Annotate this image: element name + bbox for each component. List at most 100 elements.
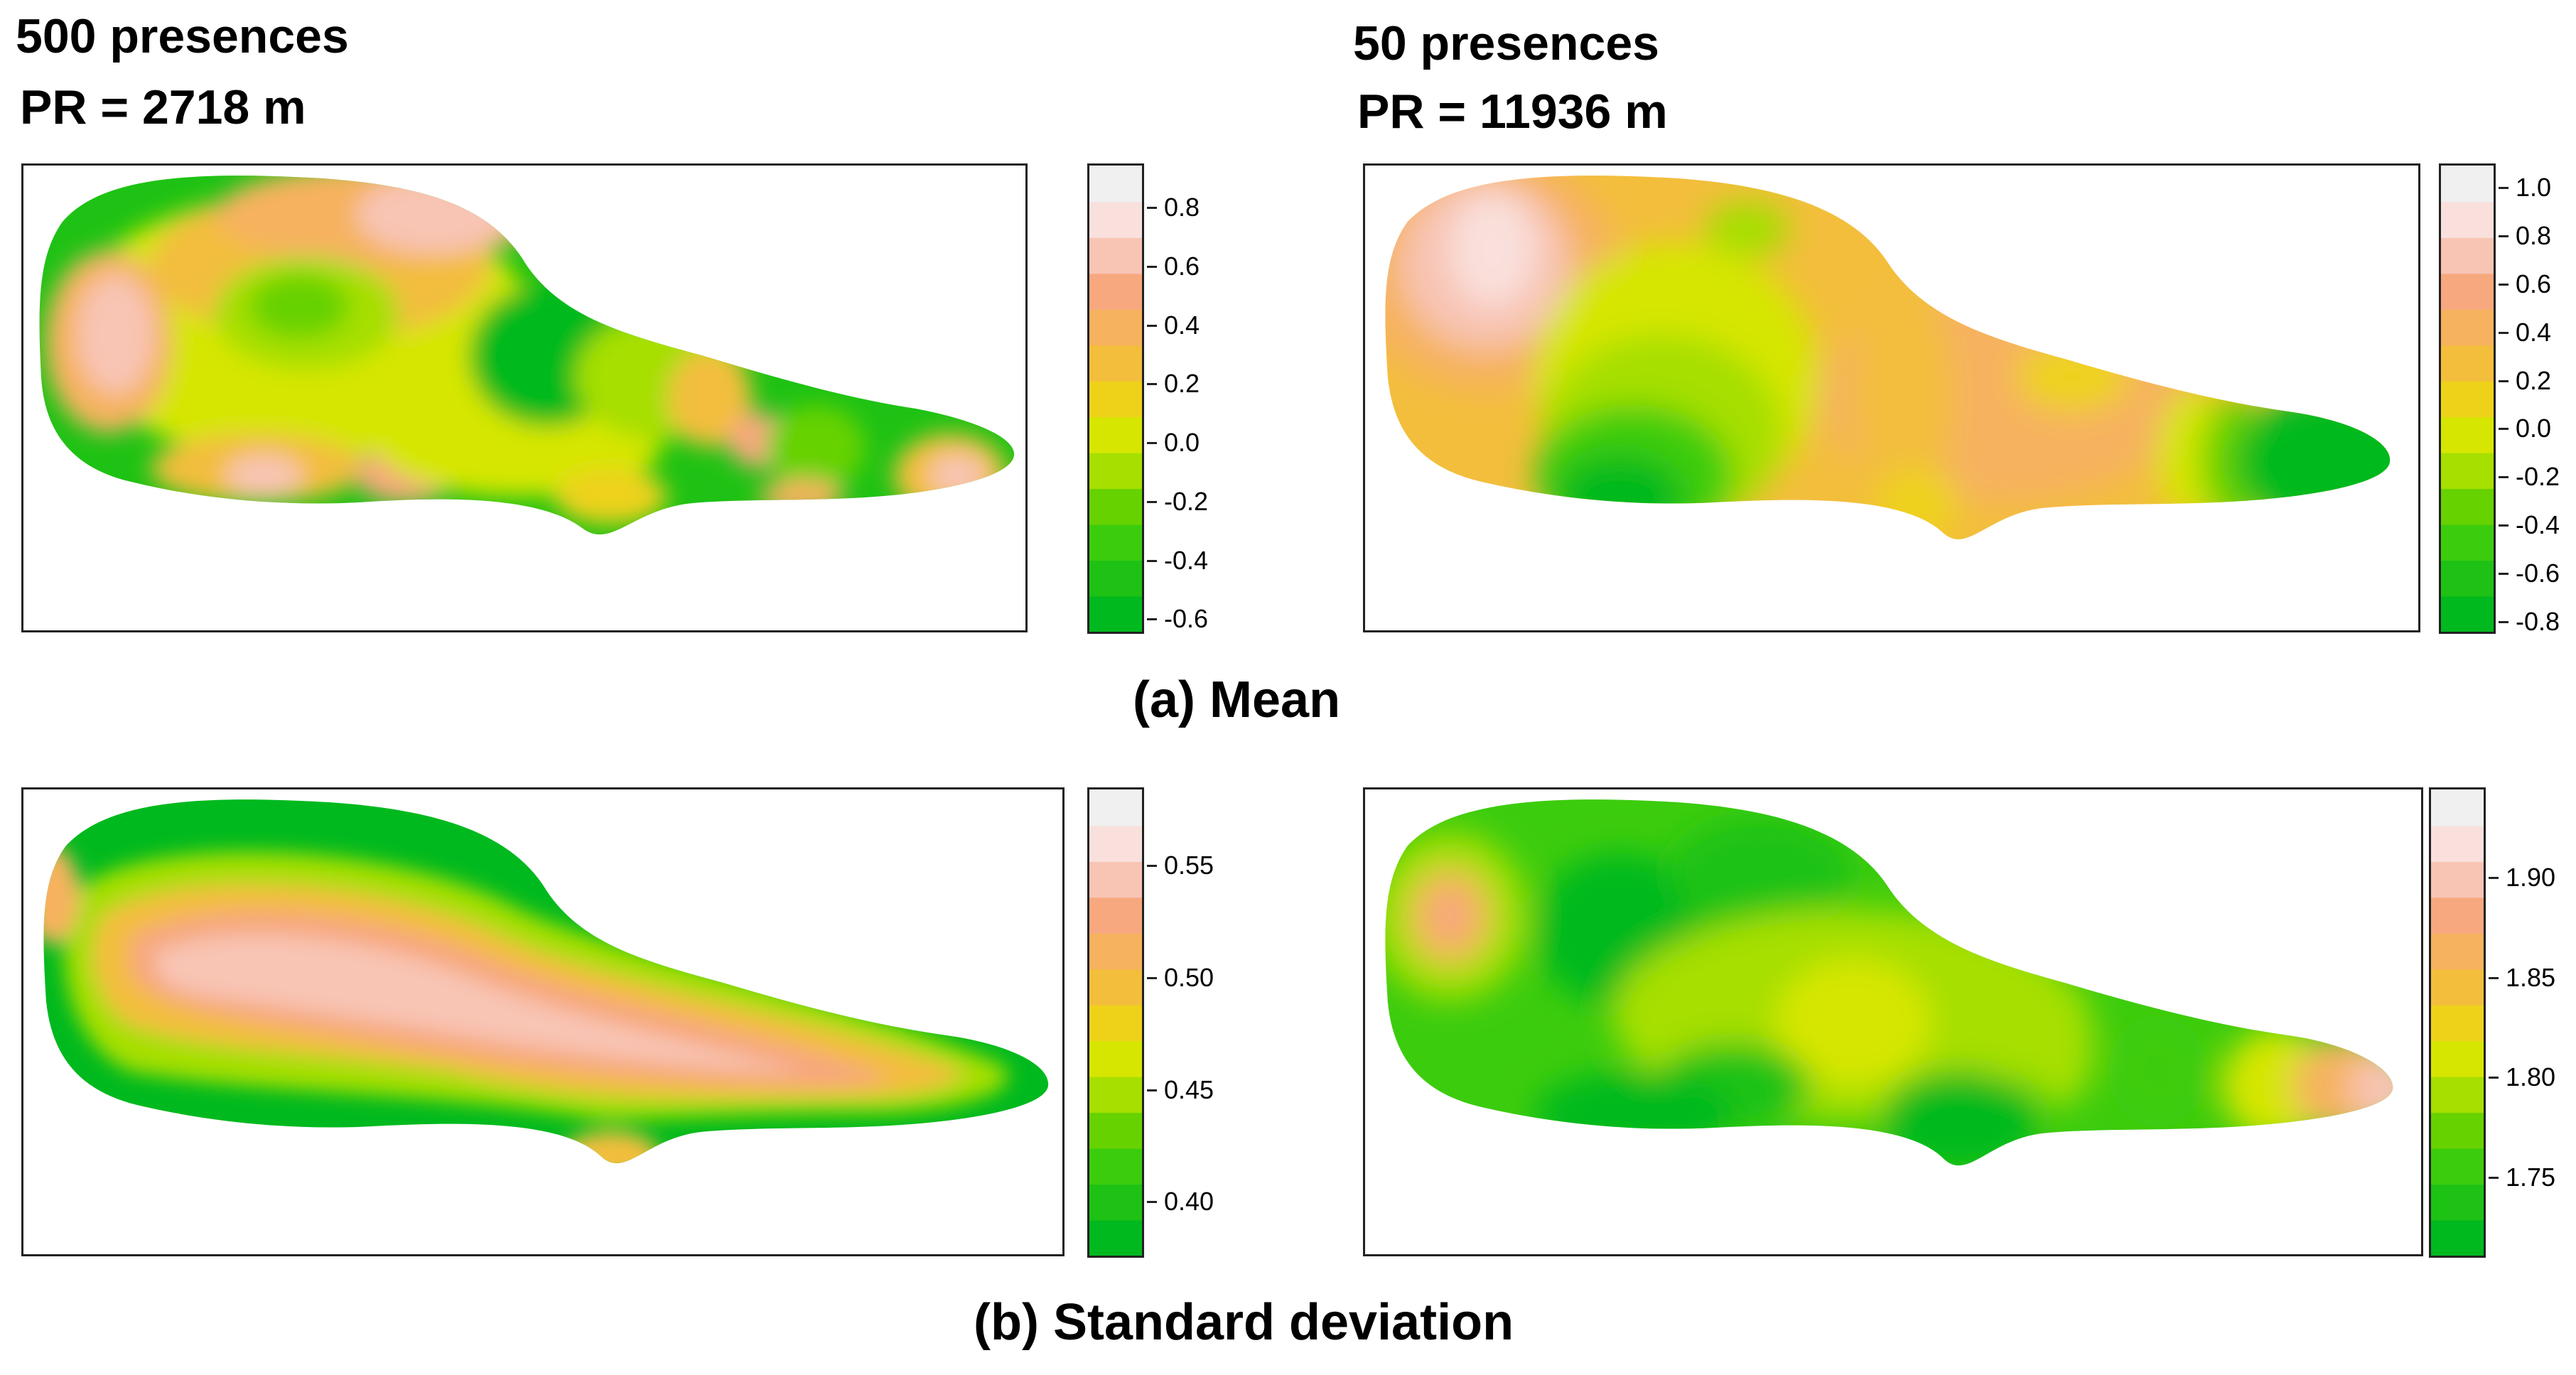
colorbar-band [1089, 1148, 1142, 1185]
colorbar-band [1089, 1184, 1142, 1221]
colorbar-band [2431, 932, 2484, 970]
colorbar-tick-label: 0.8 [2498, 220, 2552, 250]
colorbar-tick-label: 0.45 [1146, 1074, 1214, 1104]
map-mean-500-presences [21, 163, 1028, 632]
map-surface [43, 799, 1049, 1163]
colorbar-band [2441, 201, 2494, 238]
colorbar-band [2431, 1004, 2484, 1042]
colorbar-band [2431, 1112, 2484, 1149]
colorbar-band [2441, 380, 2494, 418]
colorbar-tick-label: 1.75 [2488, 1163, 2556, 1192]
colorbar-tick-label: 0.50 [1146, 962, 1214, 992]
colorbar-band [1089, 861, 1142, 898]
colorbar-band [2431, 1076, 2484, 1114]
colorbar-band [2431, 1040, 2484, 1077]
colorbar-band [2441, 273, 2494, 310]
colorbar-band [2441, 166, 2494, 203]
colorbar-band [1089, 789, 1142, 826]
heading-pr-11936: PR = 11936 m [1357, 85, 1668, 139]
colorbar-tick-label: 0.0 [1146, 428, 1200, 458]
heading-pr-2718: PR = 2718 m [20, 80, 306, 134]
colorbar-tick-label: 0.4 [2498, 317, 2552, 347]
colorbar-band [1089, 452, 1142, 490]
colorbar-tick-label: 0.40 [1146, 1187, 1214, 1217]
colorbar-mean-500 [1087, 163, 1144, 634]
colorbar-band [1089, 308, 1142, 346]
colorbar-band [2441, 452, 2494, 490]
colorbar-band [1089, 488, 1142, 525]
map-mean-50-presences [1363, 163, 2420, 632]
colorbar-tick-label: 1.80 [2488, 1062, 2556, 1092]
colorbar-band [1089, 1040, 1142, 1077]
colorbar-band [2441, 524, 2494, 561]
colorbar-band [1089, 416, 1142, 453]
colorbar-band [2431, 1219, 2484, 1256]
colorbar-band [1089, 1112, 1142, 1149]
colorbar-band [2431, 1184, 2484, 1221]
colorbar-tick-label: 0.6 [1146, 251, 1200, 281]
colorbar-band [1089, 595, 1142, 632]
colorbar-tick-label: -0.8 [2498, 607, 2560, 637]
colorbar-tick-label: -0.2 [2498, 462, 2560, 492]
colorbar-gradient [2431, 789, 2484, 1256]
colorbar-band [2431, 1148, 2484, 1185]
colorbar-band [2441, 237, 2494, 274]
colorbar-tick-label: 0.55 [1146, 851, 1214, 880]
colorbar-band [1089, 166, 1142, 203]
heading-500-presences: 500 presences [16, 9, 349, 63]
colorbar-gradient [1089, 789, 1142, 1256]
colorbar-tick-label: -0.6 [2498, 559, 2560, 588]
caption-mean: (a) Mean [1133, 672, 1341, 728]
colorbar-band [1089, 273, 1142, 310]
colorbar-tick-label: -0.4 [1146, 545, 1209, 575]
colorbar-tick-label: 0.8 [1146, 193, 1200, 222]
map-surface [1385, 176, 2391, 539]
colorbar-band [2431, 789, 2484, 826]
colorbar-band [2431, 861, 2484, 898]
colorbar-sd-50 [2429, 787, 2486, 1258]
colorbar-band [2431, 969, 2484, 1005]
colorbar-tick-label: 1.0 [2498, 172, 2552, 202]
colorbar-band [2431, 825, 2484, 862]
colorbar-tick-label: 0.0 [2498, 414, 2552, 443]
colorbar-band [2441, 308, 2494, 346]
colorbar-band [1089, 237, 1142, 274]
colorbar-band [1089, 825, 1142, 862]
colorbar-band [1089, 524, 1142, 561]
map-sd-500-presences [21, 787, 1065, 1256]
colorbar-band [2441, 345, 2494, 382]
colorbar-band [1089, 1076, 1142, 1114]
colorbar-sd-500 [1087, 787, 1144, 1258]
colorbar-band [1089, 345, 1142, 382]
colorbar-band [2441, 416, 2494, 453]
colorbar-gradient [2441, 166, 2494, 632]
map-sd-50-presences [1363, 787, 2423, 1256]
colorbar-tick-label: 1.85 [2488, 962, 2556, 992]
colorbar-tick-label: 0.6 [2498, 269, 2552, 298]
colorbar-tick-label: -0.6 [1146, 604, 1209, 634]
caption-standard-deviation: (b) Standard deviation [974, 1294, 1514, 1351]
colorbar-tick-label: -0.2 [1146, 486, 1209, 516]
colorbar-gradient [1089, 166, 1142, 632]
map-surface [39, 176, 1015, 535]
colorbar-tick-label: 0.4 [1146, 310, 1200, 340]
colorbar-tick-label: 0.2 [2498, 365, 2552, 395]
colorbar-band [2441, 488, 2494, 525]
colorbar-band [1089, 201, 1142, 238]
map-surface [1385, 799, 2393, 1166]
colorbar-band [1089, 380, 1142, 418]
colorbar-band [2441, 595, 2494, 632]
colorbar-mean-50 [2439, 163, 2496, 634]
colorbar-band [1089, 1219, 1142, 1256]
colorbar-band [1089, 560, 1142, 597]
colorbar-band [1089, 1004, 1142, 1042]
colorbar-band [2431, 897, 2484, 934]
heading-50-presences: 50 presences [1353, 16, 1659, 70]
colorbar-tick-label: 1.90 [2488, 862, 2556, 892]
colorbar-band [1089, 897, 1142, 934]
colorbar-tick-label: -0.4 [2498, 510, 2560, 540]
colorbar-tick-label: 0.2 [1146, 369, 1200, 399]
colorbar-band [2441, 560, 2494, 597]
colorbar-band [1089, 932, 1142, 970]
colorbar-band [1089, 969, 1142, 1005]
